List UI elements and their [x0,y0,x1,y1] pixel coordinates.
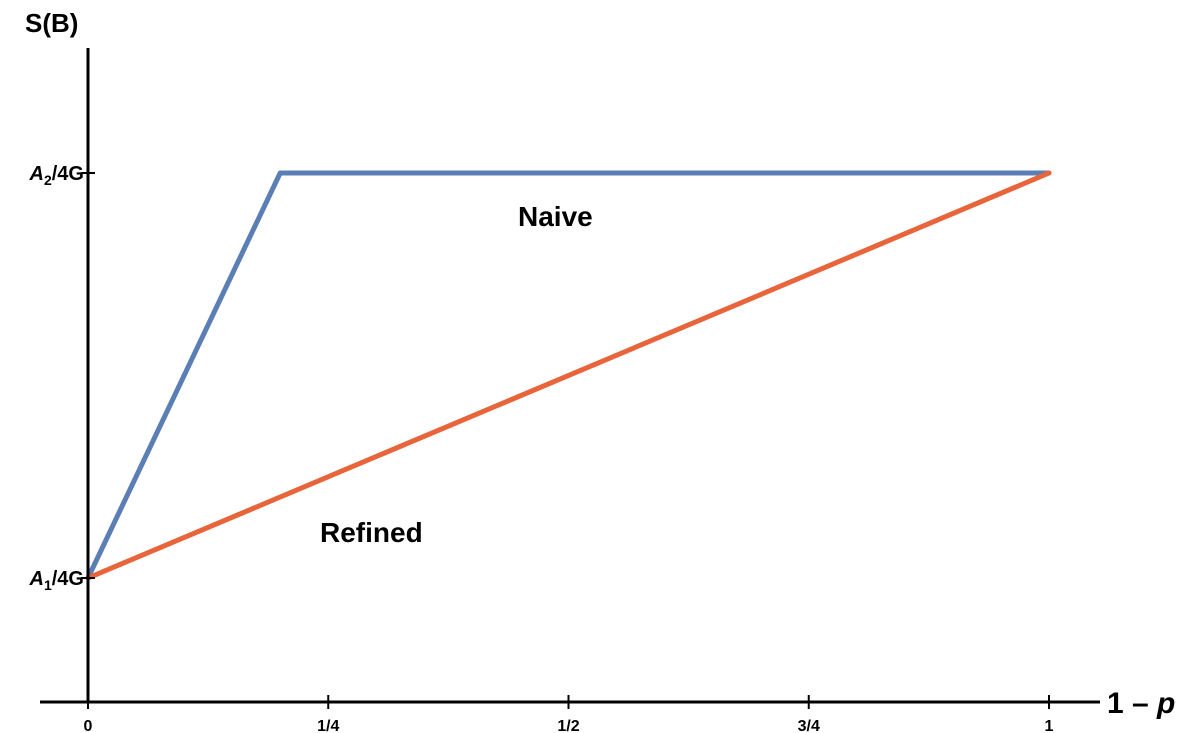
x-tick-label: 1 [1045,718,1054,733]
x-tick-label: 1/2 [557,718,579,733]
series-layer [85,170,1052,581]
x-tick-label: 3/4 [798,718,820,733]
y-tick-label-suffix: /4G [52,163,84,185]
y-tick-label-subscript: 1 [44,577,52,593]
x-axis-label: 1 – p [1107,687,1175,720]
x-tick-label: 1/4 [317,718,339,733]
y-tick-label-subscript: 2 [44,172,52,188]
series-line-refined [85,170,1052,581]
y-tick-label-var: A [29,163,44,185]
y-axis-label: S(B) [25,8,78,38]
x-axis-label-prefix: 1 – [1107,687,1157,720]
y-tick-label-var: A [29,568,44,590]
x-tick-label: 0 [84,718,93,733]
series-label-naive: Naive [518,201,593,232]
y-tick-label: A2/4G [29,163,85,188]
y-tick-label: A1/4G [29,568,85,593]
series-label-refined: Refined [320,517,423,548]
y-tick-label-suffix: /4G [52,568,84,590]
series-line-naive [85,170,1052,581]
x-axis-label-var: p [1156,687,1175,720]
